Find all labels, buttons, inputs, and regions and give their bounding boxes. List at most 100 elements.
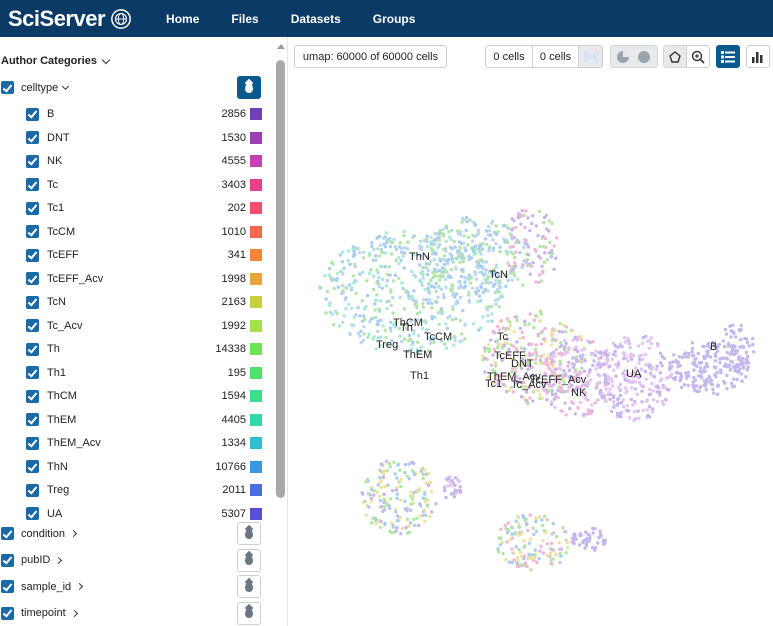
cell-point xyxy=(362,307,367,311)
cell-point xyxy=(527,541,532,545)
item-checkbox[interactable] xyxy=(26,342,39,356)
cell-point xyxy=(383,485,387,489)
diff-exp-button[interactable] xyxy=(578,45,603,68)
category-condition[interactable]: condition xyxy=(1,527,78,540)
celltype-item[interactable]: B 2856 xyxy=(26,106,262,122)
category-timepoint[interactable]: timepoint xyxy=(1,606,78,620)
celltype-item[interactable]: ThN 10766 xyxy=(26,459,262,475)
celltype-item[interactable]: Tc 3403 xyxy=(26,177,262,193)
item-checkbox[interactable] xyxy=(26,295,39,309)
author-categories-header[interactable]: Author Categories xyxy=(1,55,111,67)
cell-point xyxy=(383,521,387,526)
category-sample_id[interactable]: sample_id xyxy=(1,580,84,593)
cell-point xyxy=(534,224,538,228)
cell-point xyxy=(573,412,577,416)
cell-point xyxy=(549,547,554,551)
zoom-button[interactable] xyxy=(686,45,710,68)
item-name: Tc xyxy=(47,178,58,191)
cell-point xyxy=(705,362,709,366)
category-checkbox[interactable] xyxy=(1,580,14,593)
item-checkbox[interactable] xyxy=(26,366,39,379)
item-checkbox[interactable] xyxy=(26,107,39,121)
cell-point xyxy=(463,280,467,284)
celltype-item[interactable]: Treg 2011 xyxy=(26,482,262,498)
item-checkbox[interactable] xyxy=(26,319,39,332)
category-color-button[interactable] xyxy=(237,522,261,545)
nav-home[interactable]: Home xyxy=(166,11,200,26)
cell-point xyxy=(574,537,578,541)
celltype-color-button[interactable] xyxy=(237,76,261,99)
nav-groups[interactable]: Groups xyxy=(372,11,416,26)
item-checkbox[interactable] xyxy=(26,413,39,426)
cell-point xyxy=(491,353,495,357)
cell-point xyxy=(425,244,429,249)
item-checkbox[interactable] xyxy=(26,131,39,144)
cell-point xyxy=(385,240,389,245)
category-checkbox[interactable] xyxy=(1,606,14,620)
cell-point xyxy=(557,380,561,385)
sidebar-scrollbar[interactable] xyxy=(275,43,285,623)
item-checkbox[interactable] xyxy=(26,436,39,450)
cell-point xyxy=(565,540,569,544)
selection-b-count[interactable]: 0 cells xyxy=(532,45,579,68)
celltype-item[interactable]: UA 5307 xyxy=(26,506,262,522)
celltype-checkbox[interactable] xyxy=(1,81,14,94)
cell-point xyxy=(540,271,545,275)
item-checkbox[interactable] xyxy=(26,460,39,473)
category-checkbox[interactable] xyxy=(1,553,14,567)
category-celltype[interactable]: celltype xyxy=(1,81,70,94)
celltype-item[interactable]: Th 14338 xyxy=(26,341,262,357)
celltype-item[interactable]: Tc1 202 xyxy=(26,200,262,216)
cell-point xyxy=(410,497,415,501)
category-color-button[interactable] xyxy=(237,601,261,625)
droplet-icon xyxy=(245,581,253,592)
celltype-item[interactable]: TcEFF_Acv 1998 xyxy=(26,271,262,287)
celltype-item[interactable]: TcN 2163 xyxy=(26,294,262,310)
celltype-item[interactable]: DNT 1530 xyxy=(26,130,262,146)
cell-point xyxy=(528,374,533,379)
item-checkbox[interactable] xyxy=(26,272,39,285)
celltype-item[interactable]: Th1 195 xyxy=(26,365,262,381)
cell-point xyxy=(388,238,392,243)
cell-point xyxy=(467,293,471,297)
cell-point xyxy=(405,350,410,354)
embedding-selector[interactable]: umap: 60000 of 60000 cells xyxy=(294,45,447,68)
celltype-item[interactable]: TcCM 1010 xyxy=(26,224,262,240)
item-checkbox[interactable] xyxy=(26,507,39,520)
celltype-item[interactable]: Tc_Acv 1992 xyxy=(26,318,262,334)
celltype-item[interactable]: TcEFF 341 xyxy=(26,247,262,263)
cell-point xyxy=(520,384,524,389)
cell-point xyxy=(506,352,510,356)
category-color-button[interactable] xyxy=(237,548,261,572)
item-checkbox[interactable] xyxy=(26,178,39,191)
cluster-label: UA xyxy=(626,368,642,380)
item-checkbox[interactable] xyxy=(26,225,39,238)
scroll-thumb[interactable] xyxy=(276,60,285,498)
histogram-toggle-button[interactable] xyxy=(746,45,770,68)
category-checkbox[interactable] xyxy=(1,527,14,540)
selection-a-count[interactable]: 0 cells xyxy=(485,45,533,68)
cell-point xyxy=(448,314,452,318)
item-checkbox[interactable] xyxy=(26,201,39,215)
celltype-item[interactable]: ThCM 1594 xyxy=(26,388,262,404)
brand-logo[interactable]: SciServer xyxy=(8,6,132,32)
item-checkbox[interactable] xyxy=(26,154,39,168)
item-checkbox[interactable] xyxy=(26,389,39,403)
nav-files[interactable]: Files xyxy=(231,11,259,26)
categories-toggle-button[interactable] xyxy=(716,45,740,68)
celltype-item[interactable]: ThEM 4405 xyxy=(26,412,262,428)
cell-point xyxy=(374,518,378,522)
item-checkbox[interactable] xyxy=(26,483,39,497)
cell-point xyxy=(332,286,336,291)
celltype-item[interactable]: NK 4555 xyxy=(26,153,262,169)
category-color-button[interactable] xyxy=(237,575,261,598)
scroll-up-arrow[interactable] xyxy=(277,44,285,49)
nav-datasets[interactable]: Datasets xyxy=(290,11,341,26)
item-checkbox[interactable] xyxy=(26,248,39,262)
cluster-label: ThCM xyxy=(393,317,423,329)
celltype-item[interactable]: ThEM_Acv 1334 xyxy=(26,435,262,451)
cell-point xyxy=(673,377,677,382)
cell-point xyxy=(559,341,563,345)
category-pubID[interactable]: pubID xyxy=(1,553,63,567)
